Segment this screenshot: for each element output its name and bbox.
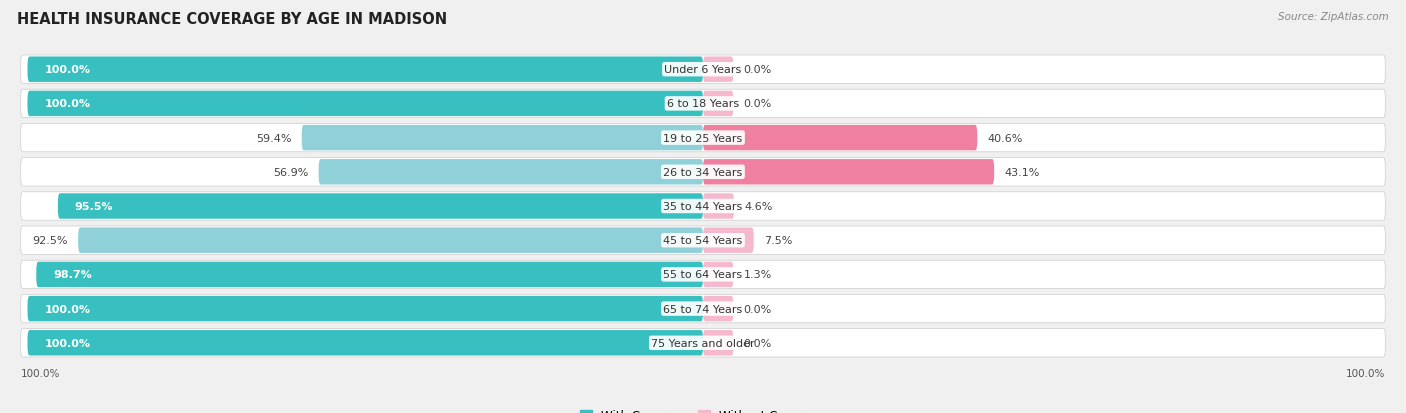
Text: 65 to 74 Years: 65 to 74 Years bbox=[664, 304, 742, 314]
FancyBboxPatch shape bbox=[28, 296, 703, 322]
FancyBboxPatch shape bbox=[79, 228, 703, 253]
FancyBboxPatch shape bbox=[703, 57, 734, 83]
Text: 19 to 25 Years: 19 to 25 Years bbox=[664, 133, 742, 143]
Text: 40.6%: 40.6% bbox=[987, 133, 1022, 143]
Text: 0.0%: 0.0% bbox=[744, 99, 772, 109]
Text: 55 to 64 Years: 55 to 64 Years bbox=[664, 270, 742, 280]
Text: 7.5%: 7.5% bbox=[763, 236, 792, 246]
Text: 1.3%: 1.3% bbox=[744, 270, 772, 280]
Text: 75 Years and older: 75 Years and older bbox=[651, 338, 755, 348]
Text: 45 to 54 Years: 45 to 54 Years bbox=[664, 236, 742, 246]
Text: 35 to 44 Years: 35 to 44 Years bbox=[664, 202, 742, 211]
FancyBboxPatch shape bbox=[703, 91, 734, 117]
Text: 26 to 34 Years: 26 to 34 Years bbox=[664, 167, 742, 177]
Text: 100.0%: 100.0% bbox=[45, 65, 90, 75]
FancyBboxPatch shape bbox=[58, 194, 703, 219]
FancyBboxPatch shape bbox=[703, 330, 734, 356]
FancyBboxPatch shape bbox=[703, 296, 734, 322]
FancyBboxPatch shape bbox=[21, 261, 1385, 289]
Text: 98.7%: 98.7% bbox=[53, 270, 91, 280]
Text: 100.0%: 100.0% bbox=[45, 304, 90, 314]
FancyBboxPatch shape bbox=[703, 262, 734, 287]
FancyBboxPatch shape bbox=[28, 91, 703, 117]
FancyBboxPatch shape bbox=[319, 160, 703, 185]
Text: 59.4%: 59.4% bbox=[256, 133, 291, 143]
FancyBboxPatch shape bbox=[21, 295, 1385, 323]
Text: 100.0%: 100.0% bbox=[45, 99, 90, 109]
Text: 0.0%: 0.0% bbox=[744, 65, 772, 75]
Text: 100.0%: 100.0% bbox=[45, 338, 90, 348]
FancyBboxPatch shape bbox=[21, 192, 1385, 221]
FancyBboxPatch shape bbox=[21, 90, 1385, 118]
Text: 6 to 18 Years: 6 to 18 Years bbox=[666, 99, 740, 109]
FancyBboxPatch shape bbox=[703, 194, 734, 219]
FancyBboxPatch shape bbox=[703, 160, 994, 185]
Text: 100.0%: 100.0% bbox=[1346, 368, 1385, 379]
FancyBboxPatch shape bbox=[21, 124, 1385, 152]
FancyBboxPatch shape bbox=[21, 56, 1385, 84]
Text: 56.9%: 56.9% bbox=[273, 167, 308, 177]
Text: 0.0%: 0.0% bbox=[744, 338, 772, 348]
FancyBboxPatch shape bbox=[703, 126, 977, 151]
FancyBboxPatch shape bbox=[302, 126, 703, 151]
Text: 92.5%: 92.5% bbox=[32, 236, 67, 246]
Text: 43.1%: 43.1% bbox=[1004, 167, 1039, 177]
FancyBboxPatch shape bbox=[21, 226, 1385, 255]
FancyBboxPatch shape bbox=[703, 228, 754, 253]
FancyBboxPatch shape bbox=[21, 329, 1385, 357]
FancyBboxPatch shape bbox=[28, 57, 703, 83]
Legend: With Coverage, Without Coverage: With Coverage, Without Coverage bbox=[575, 404, 831, 413]
Text: Source: ZipAtlas.com: Source: ZipAtlas.com bbox=[1278, 12, 1389, 22]
FancyBboxPatch shape bbox=[21, 158, 1385, 187]
Text: Under 6 Years: Under 6 Years bbox=[665, 65, 741, 75]
Text: 0.0%: 0.0% bbox=[744, 304, 772, 314]
FancyBboxPatch shape bbox=[28, 330, 703, 356]
Text: 100.0%: 100.0% bbox=[21, 368, 60, 379]
Text: 4.6%: 4.6% bbox=[744, 202, 772, 211]
Text: HEALTH INSURANCE COVERAGE BY AGE IN MADISON: HEALTH INSURANCE COVERAGE BY AGE IN MADI… bbox=[17, 12, 447, 27]
FancyBboxPatch shape bbox=[37, 262, 703, 287]
Text: 95.5%: 95.5% bbox=[75, 202, 114, 211]
